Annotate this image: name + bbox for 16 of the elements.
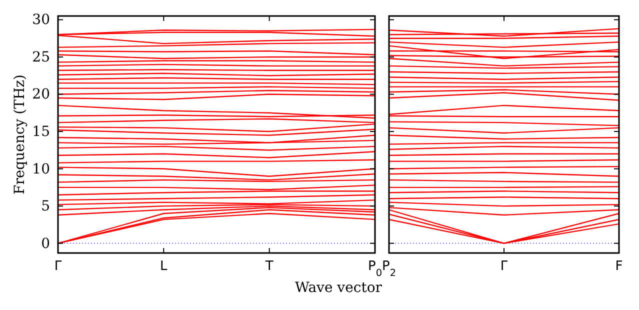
y-tick-label: 10 xyxy=(32,161,50,178)
y-tick-label: 0 xyxy=(41,236,50,252)
y-tick-label: 30 xyxy=(32,12,50,28)
y-tick-label: 5 xyxy=(41,198,50,215)
y-tick-label: 15 xyxy=(32,124,50,140)
y-tick-label: 20 xyxy=(32,86,50,103)
y-tick-label: 25 xyxy=(32,49,50,66)
y-axis-title: Frequency (THz) xyxy=(12,74,28,195)
x-tick-label: F xyxy=(615,259,623,274)
x-tick-label: L xyxy=(160,259,168,274)
x-tick-label: Γ xyxy=(54,259,62,274)
x-tick-label: P$_{0}$ xyxy=(368,259,382,279)
x-tick-label: P$_{2}$ xyxy=(382,259,396,279)
x-tick-label: Γ xyxy=(500,259,508,274)
x-axis-title: Wave vector xyxy=(295,280,382,296)
x-tick-label: T xyxy=(264,259,274,274)
